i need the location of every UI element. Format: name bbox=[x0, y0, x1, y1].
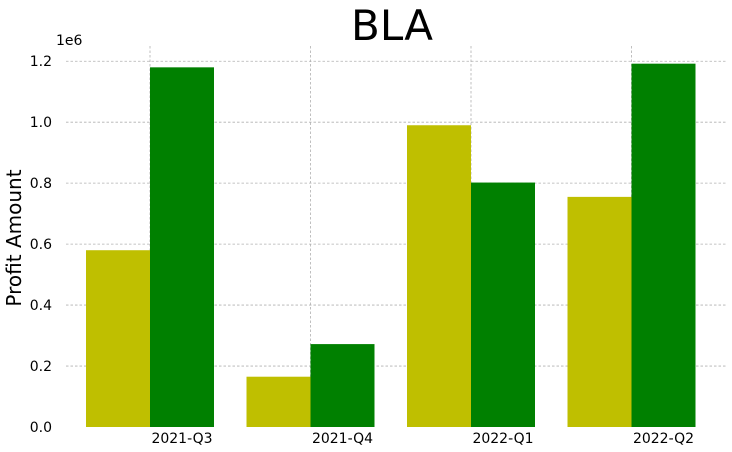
bar bbox=[310, 344, 375, 427]
y-tick-label: 0.4 bbox=[30, 298, 52, 314]
y-tick-label: 1.0 bbox=[30, 115, 52, 131]
y-tick-label: 0.0 bbox=[30, 420, 52, 436]
y-tick-label: 1.2 bbox=[30, 54, 52, 70]
x-tick-label: 2022-Q2 bbox=[633, 431, 694, 447]
y-tick-label: 0.2 bbox=[30, 359, 52, 375]
y-tick-label: 0.6 bbox=[30, 237, 52, 253]
bar bbox=[246, 376, 311, 427]
x-tick-label: 2022-Q1 bbox=[472, 431, 533, 447]
bar bbox=[407, 125, 471, 428]
y-axis-label: Profit Amount bbox=[2, 169, 26, 306]
bar bbox=[86, 250, 150, 427]
chart-title: BLA bbox=[351, 1, 433, 50]
bar bbox=[567, 196, 632, 427]
y-tick-label: 0.8 bbox=[30, 176, 52, 192]
x-tick-label: 2021-Q4 bbox=[312, 431, 373, 447]
x-tick-label: 2021-Q3 bbox=[151, 431, 212, 447]
bar bbox=[150, 67, 214, 427]
bar bbox=[471, 182, 535, 427]
bars-layer bbox=[86, 63, 696, 428]
y-axis-offset-label: 1e6 bbox=[56, 33, 83, 49]
bar bbox=[631, 63, 696, 427]
ticks-layer: 0.0 0.2 0.4 0.6 0.8 1.0 1.2 2021-Q3 2021-Q4 2022-… bbox=[30, 54, 694, 447]
